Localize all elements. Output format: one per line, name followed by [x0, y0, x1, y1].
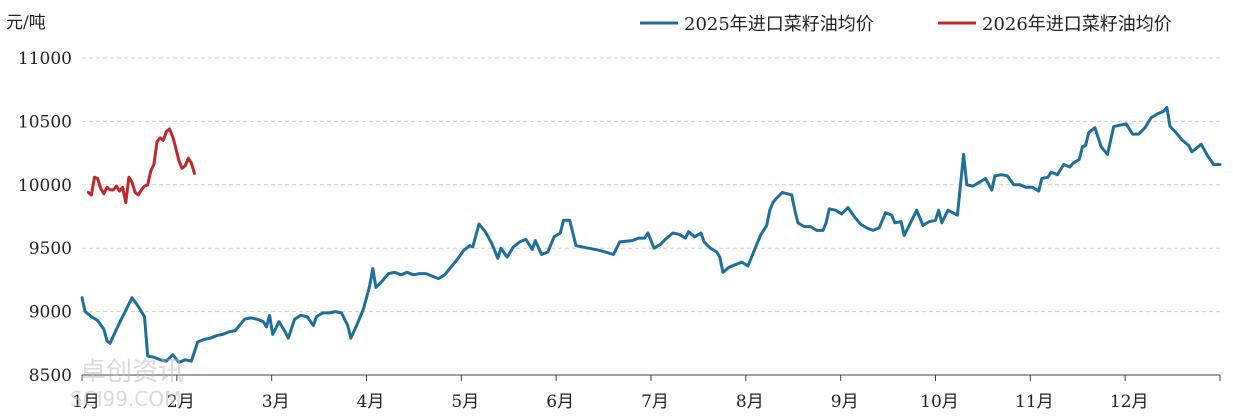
y-tick-label: 10500 — [18, 112, 72, 132]
y-tick-label: 11000 — [18, 49, 72, 69]
x-tick-label: 2月 — [167, 392, 195, 412]
legend-label: 2025年进口菜籽油均价 — [684, 14, 874, 35]
y-tick-label: 9500 — [29, 239, 72, 259]
y-tick-label: 8500 — [29, 366, 72, 386]
x-tick-label: 3月 — [262, 392, 290, 412]
x-axis: 1月 2月 3月 4月 5月 6月 7月 8月 9月 10月 11月 12月 — [72, 374, 1221, 412]
watermark-cn: 卓创资讯 — [80, 357, 184, 387]
grid-lines — [82, 57, 1220, 313]
y-axis: 8500 9000 9500 10000 10500 11000 — [18, 49, 72, 386]
legend: 2025年进口菜籽油均价 2026年进口菜籽油均价 — [640, 14, 1172, 35]
x-tick-label: 10月 — [920, 392, 959, 412]
x-tick-label: 1月 — [72, 392, 100, 412]
x-tick-label: 7月 — [641, 392, 669, 412]
x-tick-label: 11月 — [1015, 392, 1054, 412]
series-line-1 — [80, 106, 1222, 364]
y-tick-label: 10000 — [18, 176, 72, 196]
x-tick-label: 4月 — [357, 392, 385, 412]
x-tick-label: 12月 — [1110, 392, 1149, 412]
x-tick-label: 8月 — [736, 392, 764, 412]
watermark-en: SCI99.COM — [70, 387, 181, 411]
legend-label: 2026年进口菜籽油均价 — [982, 14, 1172, 35]
watermark: 卓创资讯 SCI99.COM — [70, 357, 184, 411]
y-tick-label: 9000 — [29, 303, 72, 323]
y-axis-label: 元/吨 — [6, 13, 46, 33]
series-line-2 — [86, 127, 196, 205]
x-tick-label: 6月 — [546, 392, 574, 412]
x-tick-label: 5月 — [451, 392, 479, 412]
series-lines — [80, 106, 1222, 364]
x-tick-label: 9月 — [831, 392, 859, 412]
